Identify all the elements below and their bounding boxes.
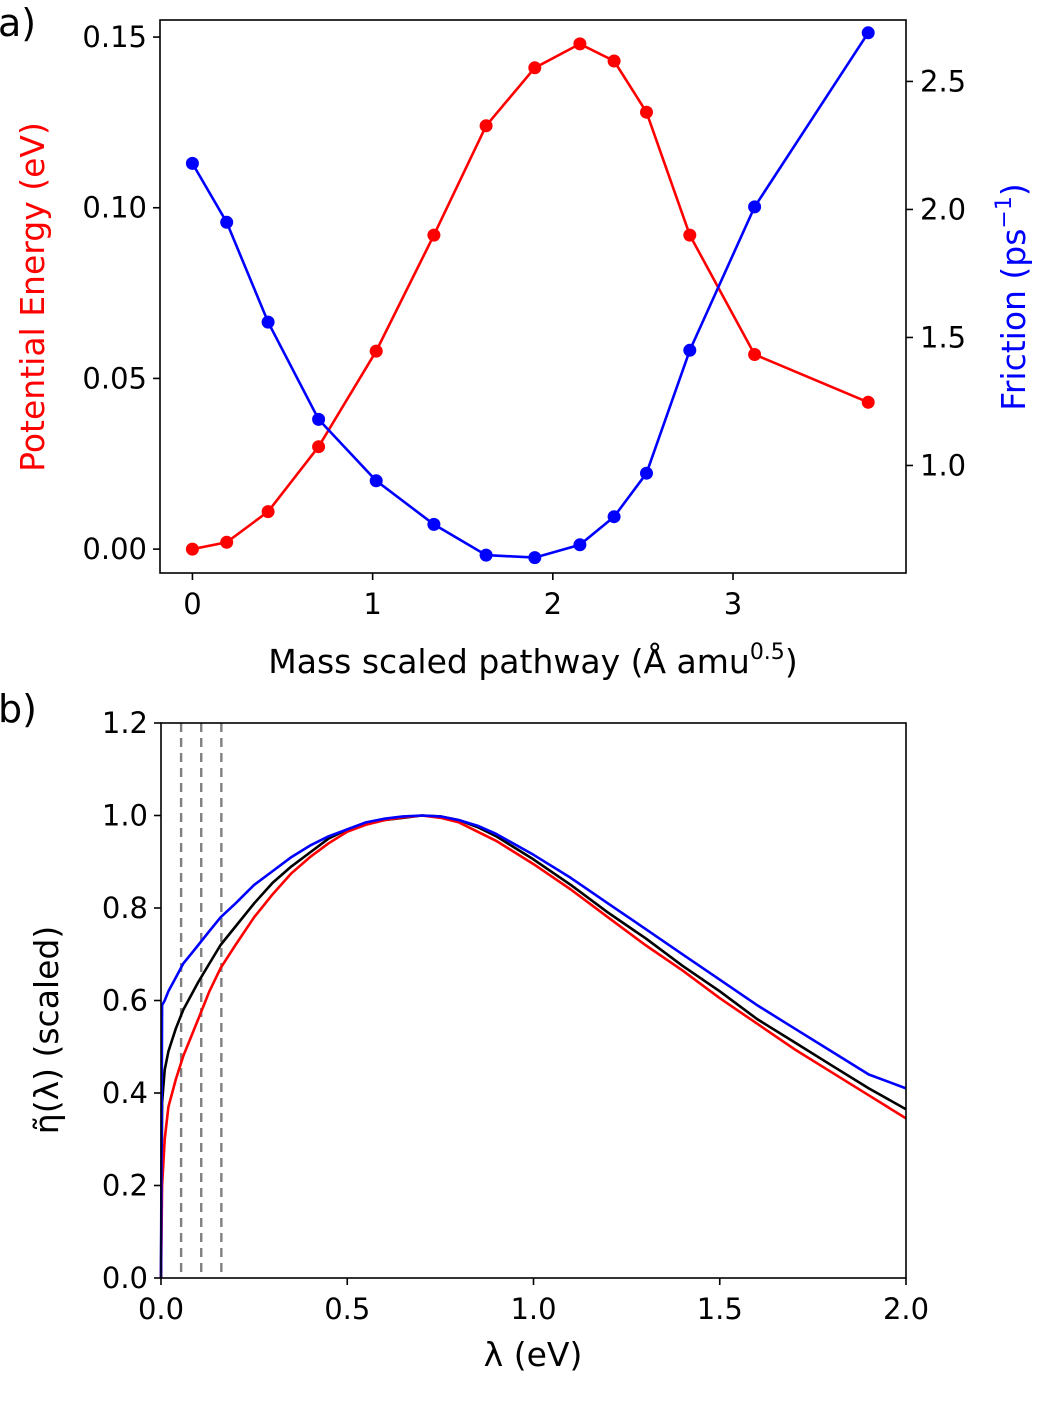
panel-b: b) 0.0 0.5 1.0 1.5 2.0 0.0 0.2 0.4 0.6 0.8 1.0 1.2…: [0, 687, 929, 1374]
data-point-right: [640, 466, 653, 480]
y-tick-label: 0.4: [102, 1076, 148, 1110]
data-point-left: [220, 535, 234, 549]
x-tick-label: 2.0: [883, 1292, 929, 1326]
data-point-left: [528, 61, 542, 75]
data-point-left: [748, 348, 762, 361]
y-tick-label: 0.15: [82, 20, 147, 54]
data-point-left: [479, 119, 493, 133]
panel-b-plot-area: [159, 723, 907, 1279]
data-point-left: [607, 54, 621, 68]
x-tick-label: 2: [544, 587, 562, 621]
panel-a-right-y-ticks: 1.0 1.5 2.0 2.5: [906, 64, 966, 482]
right-y-tick-label: 2.5: [920, 64, 966, 98]
data-point-right: [861, 26, 875, 40]
data-point-right: [427, 517, 441, 531]
series-line-left: [192, 42, 869, 551]
data-point-left: [861, 395, 875, 409]
data-point-left: [261, 505, 275, 519]
y-tick-label: 0.2: [102, 1169, 148, 1203]
x-tick-label: 0.5: [324, 1292, 370, 1326]
y-tick-label: 0.10: [82, 191, 147, 225]
panel-a-left-y-ticks: 0.00 0.05 0.10 0.15: [82, 20, 160, 566]
data-point-right: [479, 548, 493, 562]
panel-b-y-axis-title: η̃(λ) (scaled): [27, 926, 66, 1134]
series-line-right: [191, 32, 870, 559]
y-tick-label: 0.0: [102, 1261, 148, 1295]
panel-a-right-y-axis-title: Friction (ps−1): [992, 183, 1033, 411]
y-tick-label: 0.05: [82, 361, 147, 395]
right-y-tick-label: 2.0: [920, 192, 966, 226]
series-line: [159, 814, 907, 1279]
data-point-right: [261, 315, 275, 329]
x-tick-label: 0: [183, 587, 201, 621]
x-tick-label: 1.5: [697, 1292, 743, 1326]
data-point-left: [683, 228, 697, 242]
data-point-left: [369, 344, 383, 358]
right-y-tick-label: 1.0: [920, 448, 966, 482]
panel-a-x-axis-title: Mass scaled pathway (Å amu0.5): [268, 640, 797, 681]
data-point-right: [528, 551, 542, 565]
panel-b-x-axis-title: λ (eV): [484, 1335, 583, 1374]
panel-a-left-y-axis-title: Potential Energy (eV): [13, 122, 52, 472]
y-tick-label: 1.2: [102, 706, 148, 740]
panel-b-x-ticks: 0.0 0.5 1.0 1.5 2.0: [138, 1278, 929, 1326]
data-point-right: [312, 412, 326, 426]
y-tick-label: 0.8: [102, 891, 148, 925]
x-tick-label: 1.0: [510, 1292, 556, 1326]
data-point-left: [312, 440, 326, 454]
series-line: [159, 814, 907, 1279]
panel-a-x-ticks: 0 1 2 3: [183, 573, 742, 621]
data-point-right: [220, 215, 234, 229]
data-point-left: [185, 542, 199, 556]
data-point-right: [683, 343, 697, 357]
panel-a-plot-area: [185, 26, 875, 565]
data-point-right: [748, 200, 762, 214]
data-point-right: [185, 156, 199, 170]
y-tick-label: 0.6: [102, 984, 148, 1018]
panel-b-label: b): [0, 687, 37, 731]
panel-a-label: a): [0, 1, 36, 45]
x-tick-label: 3: [724, 587, 742, 621]
x-tick-label: 0.0: [138, 1292, 184, 1326]
panel-b-frame: [160, 722, 907, 1279]
data-point-left: [573, 37, 587, 51]
panel-a: a) 0 1 2 3 0.00 0.05 0.10 0.15 1.0 1.5 2.0 2.5 Ma…: [0, 1, 1033, 681]
data-point-left: [640, 105, 653, 119]
y-tick-label: 1.0: [102, 799, 148, 833]
x-tick-label: 1: [363, 587, 381, 621]
series-line: [159, 814, 907, 1279]
data-point-right: [607, 510, 621, 524]
right-y-tick-label: 1.5: [920, 320, 966, 354]
data-point-right: [573, 538, 587, 552]
data-point-right: [369, 474, 383, 488]
y-tick-label: 0.00: [82, 532, 147, 566]
panel-b-y-ticks: 0.0 0.2 0.4 0.6 0.8 1.0 1.2: [102, 706, 161, 1295]
panel-a-frame: [159, 19, 907, 574]
data-point-left: [427, 228, 441, 242]
